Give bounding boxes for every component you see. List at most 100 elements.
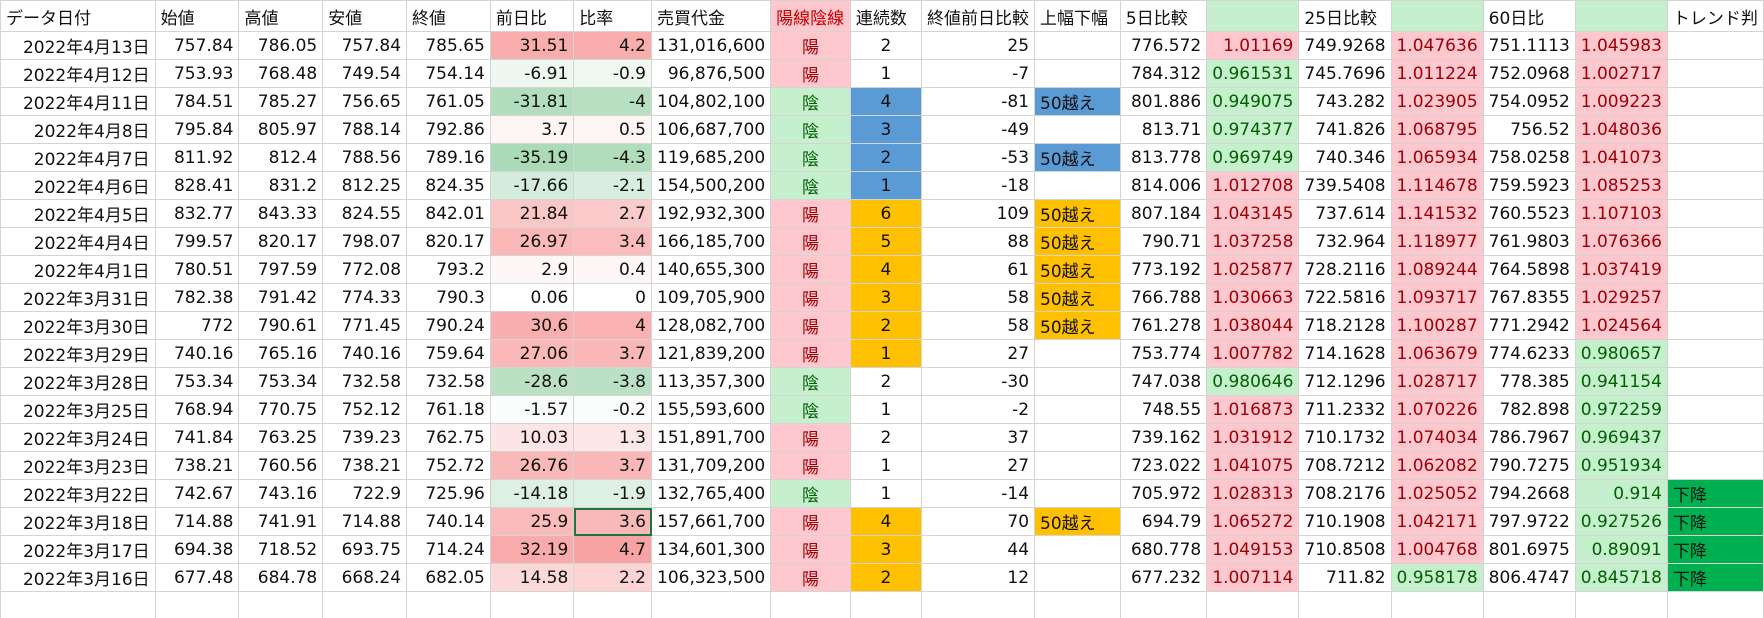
cell bbox=[1666, 87, 1764, 116]
cell bbox=[1574, 591, 1668, 618]
cell: 4 bbox=[849, 87, 923, 116]
header-cell: 比率 bbox=[573, 0, 652, 32]
cell: 2022年3月28日 bbox=[0, 367, 156, 396]
cell: 1.038044 bbox=[1206, 311, 1300, 340]
cell bbox=[1298, 591, 1392, 618]
cell: 1 bbox=[849, 479, 923, 508]
cell: 1.045983 bbox=[1574, 31, 1668, 60]
cell: 2022年3月29日 bbox=[0, 339, 156, 368]
cell: 下降 bbox=[1666, 479, 1764, 508]
cell: 2022年3月25日 bbox=[0, 395, 156, 424]
data-row: 2022年4月6日 828.41 831.2 812.25 824.35 -17.66 -2… bbox=[0, 171, 1764, 200]
cell: -53 bbox=[921, 143, 1036, 172]
cell: 50越え bbox=[1034, 143, 1121, 172]
cell: 718.2128 bbox=[1298, 311, 1392, 340]
cell bbox=[1666, 59, 1764, 88]
cell bbox=[1034, 367, 1121, 396]
cell: 50越え bbox=[1034, 199, 1121, 228]
cell: 732.58 bbox=[322, 367, 408, 396]
cell bbox=[1119, 591, 1208, 618]
cell: 陰 bbox=[770, 395, 851, 424]
cell: 723.022 bbox=[1119, 451, 1208, 480]
cell: 762.75 bbox=[406, 423, 491, 452]
cell: 1.118977 bbox=[1390, 227, 1484, 256]
cell: 58 bbox=[921, 311, 1036, 340]
cell: 694.38 bbox=[154, 535, 240, 564]
cell: 1.01169 bbox=[1206, 31, 1300, 60]
header-cell bbox=[1390, 0, 1484, 32]
cell: 1.030663 bbox=[1206, 283, 1300, 312]
header-cell: トレンド判 bbox=[1666, 0, 1764, 32]
header-cell: 25日比較 bbox=[1298, 0, 1392, 32]
cell: 1.107103 bbox=[1574, 199, 1668, 228]
cell: 728.2116 bbox=[1298, 255, 1392, 284]
cell bbox=[1034, 451, 1121, 480]
cell: 0.89091 bbox=[1574, 535, 1668, 564]
cell: 2022年3月30日 bbox=[0, 311, 156, 340]
cell: 811.92 bbox=[154, 143, 240, 172]
cell: 2022年3月23日 bbox=[0, 451, 156, 480]
cell: 1.047636 bbox=[1390, 31, 1484, 60]
cell: 21.84 bbox=[489, 199, 575, 228]
cell: 30.6 bbox=[489, 311, 575, 340]
cell: 2.2 bbox=[573, 563, 652, 592]
cell bbox=[1666, 31, 1764, 60]
cell: 752.72 bbox=[406, 451, 491, 480]
cell: 4 bbox=[849, 255, 923, 284]
header-cell: 60日比 bbox=[1482, 0, 1576, 32]
cell: 832.77 bbox=[154, 199, 240, 228]
cell: 0.972259 bbox=[1574, 395, 1668, 424]
cell bbox=[1482, 591, 1576, 618]
data-row: 2022年4月1日 780.51 797.59 772.08 793.2 2.9 0.4 14… bbox=[0, 255, 1764, 284]
cell: 1.070226 bbox=[1390, 395, 1484, 424]
cell: 1.037258 bbox=[1206, 227, 1300, 256]
cell: 757.84 bbox=[322, 31, 408, 60]
header-cell bbox=[1206, 0, 1300, 32]
cell bbox=[1034, 31, 1121, 60]
cell: 743.16 bbox=[238, 479, 324, 508]
cell bbox=[1666, 199, 1764, 228]
cell: 782.898 bbox=[1482, 395, 1576, 424]
cell: 708.7212 bbox=[1298, 451, 1392, 480]
cell: 677.48 bbox=[154, 563, 240, 592]
cell: 1.028313 bbox=[1206, 479, 1300, 508]
cell: 14.58 bbox=[489, 563, 575, 592]
cell: -17.66 bbox=[489, 171, 575, 200]
cell: 134,601,300 bbox=[650, 535, 772, 564]
cell: -4.3 bbox=[573, 143, 652, 172]
cell: 714.1628 bbox=[1298, 339, 1392, 368]
cell: -49 bbox=[921, 115, 1036, 144]
cell: 44 bbox=[921, 535, 1036, 564]
cell: 752.12 bbox=[322, 395, 408, 424]
cell: 1.093717 bbox=[1390, 283, 1484, 312]
cell: 1.141532 bbox=[1390, 199, 1484, 228]
cell: 722.9 bbox=[322, 479, 408, 508]
cell: 793.2 bbox=[406, 255, 491, 284]
header-cell: 終値前日比較 bbox=[921, 0, 1036, 32]
cell bbox=[1034, 591, 1121, 618]
cell: 0.974377 bbox=[1206, 115, 1300, 144]
cell: 1.068795 bbox=[1390, 115, 1484, 144]
cell: 陽 bbox=[770, 563, 851, 592]
cell: 682.05 bbox=[406, 563, 491, 592]
cell: 776.572 bbox=[1119, 31, 1208, 60]
cell: 714.88 bbox=[322, 507, 408, 536]
cell: 陽 bbox=[770, 311, 851, 340]
cell: 26.97 bbox=[489, 227, 575, 256]
cell: 799.57 bbox=[154, 227, 240, 256]
cell: 788.56 bbox=[322, 143, 408, 172]
cell: 740.346 bbox=[1298, 143, 1392, 172]
cell: 3.7 bbox=[573, 451, 652, 480]
cell bbox=[1666, 283, 1764, 312]
cell: 26.76 bbox=[489, 451, 575, 480]
cell: 725.96 bbox=[406, 479, 491, 508]
cell bbox=[1034, 339, 1121, 368]
cell: 1.004768 bbox=[1390, 535, 1484, 564]
cell: 831.2 bbox=[238, 171, 324, 200]
cell: -14.18 bbox=[489, 479, 575, 508]
cell: 5 bbox=[849, 227, 923, 256]
cell: 1.062082 bbox=[1390, 451, 1484, 480]
header-cell: 連続数 bbox=[849, 0, 923, 32]
cell: 166,185,700 bbox=[650, 227, 772, 256]
